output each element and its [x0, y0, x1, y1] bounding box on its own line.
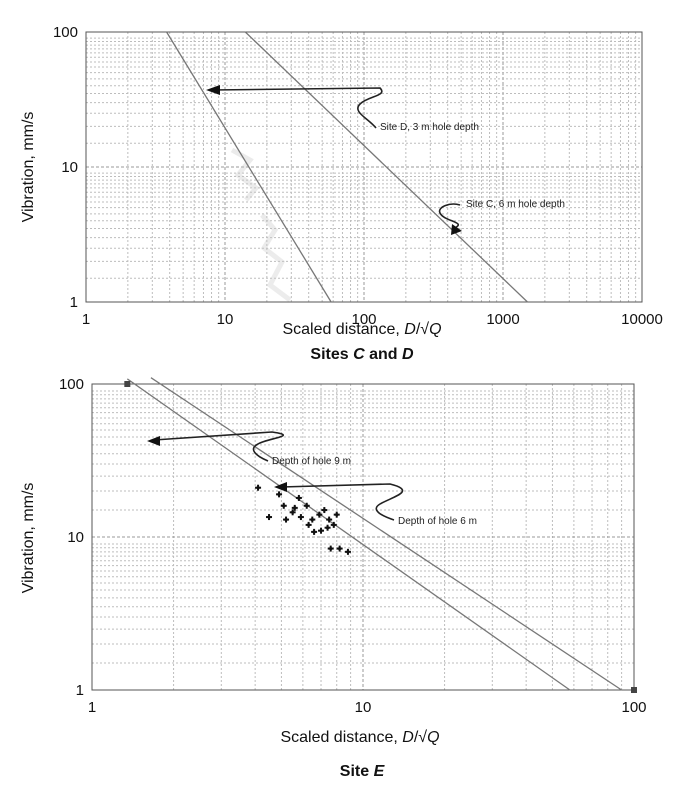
chart2-data-points	[255, 484, 351, 555]
data-point	[266, 514, 273, 521]
data-point	[309, 516, 316, 523]
data-point	[324, 524, 331, 531]
chart2-plot-frame	[91, 383, 635, 691]
chart2-caption: Site E	[340, 763, 386, 780]
chart1-grid	[85, 32, 642, 303]
data-point	[255, 484, 262, 491]
chart1-series	[166, 31, 528, 303]
chart2-x-tick-labels: 1 10 100	[88, 699, 647, 716]
y-tick-label: 10	[67, 529, 84, 546]
series-line-2	[150, 377, 622, 691]
chart2-y-tick-labels: 1 10 100	[59, 376, 84, 699]
y-tick-label: 100	[59, 376, 84, 393]
data-point	[303, 502, 310, 509]
data-point	[291, 504, 298, 511]
chart1-plot-frame	[85, 31, 643, 303]
data-point	[327, 545, 334, 552]
data-point	[311, 528, 318, 535]
x-tick-label: 1	[88, 699, 96, 716]
data-point	[305, 521, 312, 528]
y-tick-label: 100	[53, 24, 78, 41]
data-point	[344, 548, 351, 555]
data-point	[283, 516, 290, 523]
data-point	[336, 545, 343, 552]
data-point	[321, 507, 328, 514]
x-tick-label: 100	[351, 311, 376, 328]
y-tick-label: 10	[61, 159, 78, 176]
data-point	[316, 511, 323, 518]
chart-sites-c-d: Site D, 3 m hole depth Site C, 6 m hole …	[20, 24, 663, 363]
x-tick-label: 1	[82, 311, 90, 328]
data-point	[333, 511, 340, 518]
chart2-annotation-9m: Depth of hole 9 m	[272, 456, 351, 467]
chart1-annotation-site-d: Site D, 3 m hole depth	[380, 122, 479, 133]
x-tick-label: 10000	[621, 311, 663, 328]
data-point	[326, 516, 333, 523]
chart2-annotation-arrow-6m	[274, 482, 404, 521]
data-point	[280, 502, 287, 509]
chart2-annotation-arrow-9m	[147, 431, 284, 462]
data-point	[330, 521, 337, 528]
data-point	[289, 509, 296, 516]
chart1-y-tick-labels: 1 10 100	[53, 24, 78, 311]
series-line-1	[166, 31, 332, 303]
series-line-1	[126, 378, 571, 691]
data-point	[276, 491, 283, 498]
data-point	[297, 514, 304, 521]
data-point	[318, 527, 325, 534]
x-tick-label: 100	[621, 699, 646, 716]
chart1-x-axis-label: Scaled distance, D/√Q	[282, 321, 441, 338]
data-point	[295, 494, 302, 501]
chart1-annotation-arrow-site-d	[206, 85, 383, 129]
chart1-annotation-site-c: Site C, 6 m hole depth	[466, 199, 565, 210]
chart1-annotation-arrow-site-c	[438, 203, 462, 235]
x-tick-label: 10	[355, 699, 372, 716]
chart-site-e: Depth of hole 9 m Depth of hole 6 m 1 10 1…	[20, 376, 647, 780]
chart1-caption: Sites C and D	[310, 346, 414, 363]
series-line-2	[244, 31, 528, 303]
chart1-y-axis-label: Vibration, mm/s	[20, 112, 37, 223]
x-tick-label: 1000	[486, 311, 519, 328]
series-end-marker	[631, 687, 637, 693]
chart1-x-tick-labels: 1 10 100 1000 10000	[82, 311, 663, 328]
y-tick-label: 1	[76, 682, 84, 699]
series-end-marker	[124, 381, 131, 387]
chart2-x-axis-label: Scaled distance, D/√Q	[280, 729, 439, 746]
x-tick-label: 10	[217, 311, 234, 328]
y-tick-label: 1	[70, 294, 78, 311]
chart2-series	[124, 377, 637, 693]
chart2-annotation-6m: Depth of hole 6 m	[398, 516, 477, 527]
chart2-y-axis-label: Vibration, mm/s	[20, 483, 37, 594]
chart1-faded-marks	[230, 147, 292, 302]
